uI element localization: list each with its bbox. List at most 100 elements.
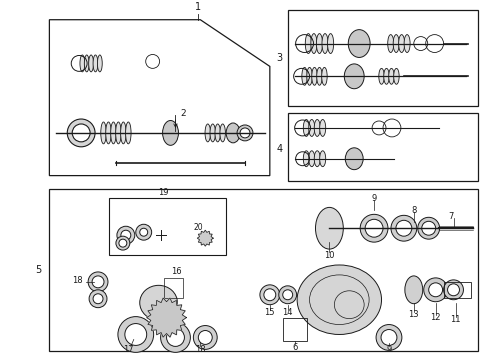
- Bar: [109, 198, 226, 255]
- Ellipse shape: [163, 121, 178, 145]
- Text: 11: 11: [450, 315, 461, 324]
- Circle shape: [198, 330, 212, 345]
- Text: 1: 1: [196, 2, 201, 12]
- Circle shape: [391, 215, 417, 241]
- Ellipse shape: [389, 68, 394, 84]
- Polygon shape: [147, 298, 186, 337]
- Circle shape: [443, 280, 464, 300]
- Ellipse shape: [393, 35, 399, 53]
- Text: 16: 16: [171, 267, 182, 276]
- Ellipse shape: [220, 124, 225, 142]
- Text: 5: 5: [35, 265, 42, 275]
- Text: 7: 7: [448, 212, 454, 221]
- Ellipse shape: [309, 120, 315, 136]
- Ellipse shape: [111, 122, 116, 144]
- Text: 12: 12: [430, 313, 441, 322]
- Ellipse shape: [319, 120, 326, 136]
- Bar: [283, 318, 307, 341]
- Circle shape: [121, 230, 131, 240]
- Circle shape: [67, 119, 95, 147]
- Text: 18: 18: [73, 276, 83, 285]
- Ellipse shape: [93, 55, 98, 72]
- Ellipse shape: [404, 35, 410, 53]
- Circle shape: [136, 224, 152, 240]
- Circle shape: [260, 285, 280, 305]
- Circle shape: [125, 324, 147, 345]
- Ellipse shape: [302, 67, 307, 85]
- Ellipse shape: [121, 122, 126, 144]
- Text: 19: 19: [158, 188, 169, 197]
- Ellipse shape: [388, 35, 394, 53]
- Circle shape: [422, 221, 436, 235]
- Bar: [288, 10, 478, 106]
- Text: 8: 8: [411, 206, 416, 215]
- Ellipse shape: [311, 33, 317, 54]
- Text: 17: 17: [123, 345, 134, 354]
- Polygon shape: [197, 230, 213, 246]
- Ellipse shape: [303, 120, 309, 136]
- Ellipse shape: [89, 55, 94, 72]
- Ellipse shape: [309, 151, 315, 167]
- Circle shape: [360, 214, 388, 242]
- Text: 13: 13: [409, 310, 419, 319]
- Text: 9: 9: [371, 194, 377, 203]
- Circle shape: [418, 217, 440, 239]
- Ellipse shape: [379, 68, 384, 84]
- Ellipse shape: [303, 151, 309, 167]
- Text: 4: 4: [277, 144, 283, 154]
- Ellipse shape: [399, 35, 405, 53]
- Text: 9: 9: [386, 345, 392, 354]
- Ellipse shape: [312, 67, 317, 85]
- Circle shape: [396, 220, 412, 236]
- Text: 10: 10: [324, 251, 335, 260]
- Text: 3: 3: [277, 53, 283, 63]
- Ellipse shape: [101, 122, 106, 144]
- Circle shape: [140, 228, 147, 236]
- Ellipse shape: [345, 148, 363, 170]
- Ellipse shape: [226, 123, 240, 143]
- Ellipse shape: [215, 124, 221, 142]
- Circle shape: [237, 125, 253, 141]
- Ellipse shape: [125, 122, 131, 144]
- Ellipse shape: [106, 122, 111, 144]
- Ellipse shape: [317, 33, 322, 54]
- Text: 2: 2: [180, 109, 186, 118]
- Text: 6: 6: [292, 343, 297, 352]
- Circle shape: [429, 283, 442, 297]
- Ellipse shape: [314, 120, 320, 136]
- Ellipse shape: [344, 64, 364, 89]
- Bar: [288, 113, 478, 181]
- Ellipse shape: [405, 276, 423, 304]
- Ellipse shape: [322, 67, 327, 85]
- Bar: [49, 189, 478, 351]
- Ellipse shape: [348, 30, 370, 58]
- Circle shape: [93, 294, 103, 304]
- Circle shape: [365, 219, 383, 237]
- Circle shape: [88, 272, 108, 292]
- Ellipse shape: [322, 33, 328, 54]
- Text: 20: 20: [194, 223, 203, 232]
- Ellipse shape: [84, 55, 89, 72]
- Circle shape: [89, 290, 107, 308]
- Ellipse shape: [98, 55, 102, 72]
- Circle shape: [279, 286, 296, 304]
- Text: 18: 18: [195, 345, 206, 354]
- Ellipse shape: [327, 33, 334, 54]
- Circle shape: [381, 329, 397, 345]
- Circle shape: [283, 290, 293, 300]
- Ellipse shape: [316, 207, 343, 249]
- Ellipse shape: [116, 122, 121, 144]
- Ellipse shape: [80, 55, 85, 72]
- Ellipse shape: [297, 265, 382, 334]
- Ellipse shape: [314, 151, 320, 167]
- Text: 15: 15: [265, 308, 275, 317]
- Circle shape: [116, 236, 130, 250]
- Circle shape: [167, 329, 184, 346]
- Circle shape: [194, 325, 217, 349]
- Circle shape: [92, 276, 104, 288]
- Ellipse shape: [319, 151, 326, 167]
- Ellipse shape: [393, 68, 399, 84]
- Circle shape: [119, 239, 127, 247]
- Circle shape: [161, 323, 191, 352]
- Circle shape: [72, 124, 90, 142]
